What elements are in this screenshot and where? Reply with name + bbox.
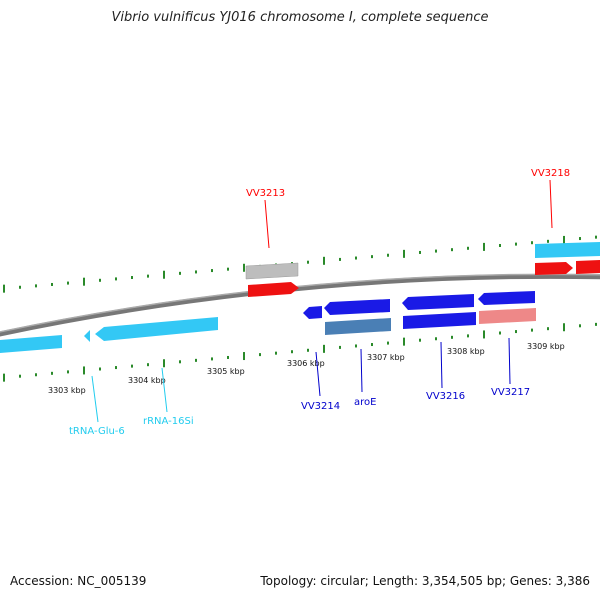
feature-vv3218-upper[interactable]: [535, 242, 600, 258]
connector-vv3216: [440, 341, 443, 389]
feature-aroE-rna[interactable]: [325, 318, 391, 335]
connector-vv3213: [264, 199, 270, 249]
connector-aroE: [360, 348, 363, 393]
label-vv3214[interactable]: VV3214: [301, 401, 340, 412]
feature-vv3213[interactable]: [248, 282, 299, 297]
connector-vv3217: [508, 337, 511, 385]
tick-label-3307: 3307 kbp: [367, 353, 405, 362]
tick-label-3303: 3303 kbp: [48, 386, 86, 395]
chromosome-backbone: [0, 273, 600, 337]
label-vv3218[interactable]: VV3218: [531, 168, 570, 179]
feature-rRNA-16Si[interactable]: [95, 317, 218, 341]
connector-rRNA-16Si: [161, 367, 168, 413]
feature-vv3218[interactable]: [535, 262, 573, 275]
feature-vv3216-rna[interactable]: [403, 312, 476, 329]
feature-aroE[interactable]: [324, 299, 390, 315]
chromosome-backbone-highlight: [0, 273, 600, 333]
connector-vv3214: [315, 351, 321, 397]
outer-tick-row: [3, 235, 597, 293]
connector-vv3218: [549, 179, 553, 229]
label-vv3216[interactable]: VV3216: [426, 391, 465, 402]
accession-text: Accession: NC_005139: [10, 574, 147, 588]
feature-vv3216[interactable]: [402, 294, 474, 310]
tick-label-3309: 3309 kbp: [527, 342, 565, 351]
feature-red-right[interactable]: [576, 260, 600, 274]
map-title: Vibrio vulnificus YJ016 chromosome I, co…: [111, 10, 489, 25]
feature-vv3217[interactable]: [478, 291, 535, 305]
label-tRNA-Glu-6[interactable]: tRNA-Glu-6: [69, 426, 125, 437]
label-rRNA-16Si[interactable]: rRNA-16Si: [143, 416, 194, 427]
tick-label-3304: 3304 kbp: [128, 376, 166, 385]
feature-tRNA-Glu-6[interactable]: [84, 330, 90, 342]
feature-grey-upper[interactable]: [245, 262, 299, 280]
feature-cyan-left[interactable]: [0, 335, 62, 353]
tick-label-3305: 3305 kbp: [207, 367, 245, 376]
inner-tick-row: [3, 322, 597, 382]
tick-label-3308: 3308 kbp: [447, 347, 485, 356]
tick-label-3306: 3306 kbp: [287, 359, 325, 368]
genome-stats-text: Topology: circular; Length: 3,354,505 bp…: [260, 574, 590, 588]
feature-vv3214[interactable]: [303, 306, 322, 319]
label-vv3213[interactable]: VV3213: [246, 188, 285, 199]
feature-vv3217-rna[interactable]: [479, 308, 536, 324]
label-aroE[interactable]: aroE: [354, 397, 376, 408]
connector-tRNA-Glu-6: [91, 375, 99, 423]
label-vv3217[interactable]: VV3217: [491, 387, 530, 398]
